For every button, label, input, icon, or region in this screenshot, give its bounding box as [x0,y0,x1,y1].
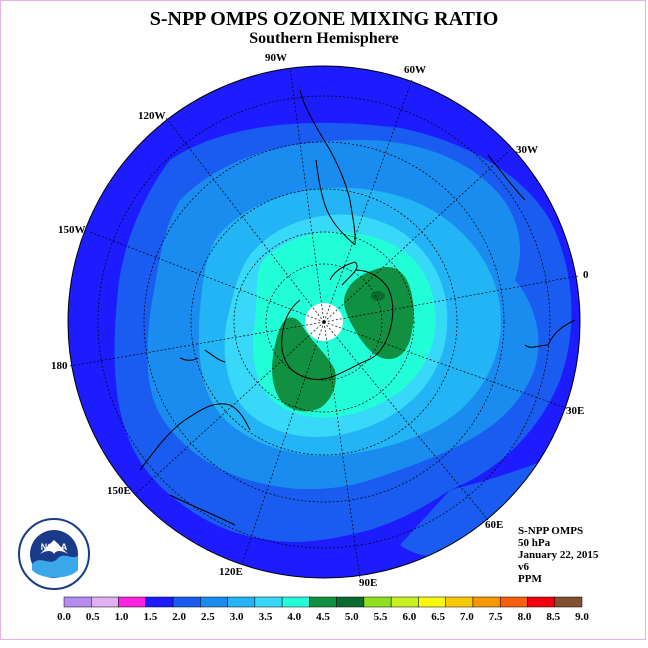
graticule [69,67,579,579]
map-boundary [67,65,581,579]
noaa-logo: NOAA [18,518,90,590]
noaa-logo-text: NOAA [41,542,68,552]
lon-label-90e: 90E [359,577,377,589]
colorbar-swatch-16 [499,596,528,608]
colorbar-swatch-14 [445,596,474,608]
lon-label-30w: 30W [516,144,538,156]
lon-label-60w: 60W [404,64,426,76]
colorbar-swatch-15 [472,596,501,608]
colorbar-swatch-9 [309,596,337,608]
coastline-south-america [299,89,356,246]
meridian-120e [241,321,325,565]
colorbar-labels: 0.0 0.5 1.0 1.5 2.0 2.5 3.0 3.5 4.0 4.5 5.0 5.5 6.0 6… [57,611,589,623]
colorbar-swatch-13 [418,596,446,608]
info-units: PPM [518,573,542,585]
colorbar-label-17: 8.5 [546,611,560,623]
latitude-circle-40s [97,95,551,549]
colorbar-label-3: 1.5 [143,611,157,623]
info-version: v6 [518,561,529,573]
coastline-australia [139,403,251,526]
latitude-circle-80s [265,263,383,381]
colorbar-label-16: 8.0 [518,611,532,623]
colorbar-swatch-1 [91,596,119,608]
meridian-180 [69,321,325,367]
coastline-antarctica [281,269,394,381]
meridian-0 [323,275,579,323]
meridian-120w [165,117,325,323]
colorbar-label-11: 5.5 [374,611,388,623]
lon-label-30e: 30E [566,405,584,417]
meridian-30w [323,147,513,323]
colorbar-label-14: 7.0 [460,611,474,623]
colorbar-label-12: 6.0 [402,611,416,623]
latitude-circle-60s [190,188,458,456]
lon-label-60e: 60E [485,519,503,531]
colorbar-swatch-18 [554,596,583,608]
colorbar-label-9: 4.5 [316,611,330,623]
colorbar-swatch-3 [145,596,174,608]
colorbar-label-2: 1.0 [115,611,129,623]
colorbar-label-4: 2.0 [172,611,186,623]
colorbar-swatch-5 [200,596,228,608]
coastlines [139,89,576,526]
map-subtitle: Southern Hemisphere [249,30,399,47]
lon-label-90w: 90W [265,52,287,64]
ozone-level-4-5-east [343,266,414,360]
meridian-150e [135,321,325,495]
latitude-circle-70s [233,231,415,413]
lon-label-120e: 120E [219,566,243,578]
info-date: January 22, 2015 [518,549,599,561]
colorbar-swatch-0 [63,596,92,608]
ozone-level-5-0 [371,291,385,301]
lon-label-0: 0 [583,269,589,281]
colorbar-label-1: 0.5 [86,611,100,623]
meridian-60e [323,321,489,521]
ozone-level-4-5-west [272,317,336,412]
coastline-antarctic-peninsula [329,261,358,286]
lon-label-150w: 150W [58,224,86,236]
colorbar-swatch-7 [254,596,283,608]
colorbar-swatch-17 [527,596,555,608]
meridian-60w [323,79,413,323]
meridians [69,67,579,579]
colorbar-swatch-10 [336,596,365,608]
colorbar-swatch-11 [363,596,392,608]
lon-label-120w: 120W [138,110,166,122]
colorbar-swatch-2 [118,596,147,608]
lon-label-150e: 150E [107,485,131,497]
colorbar-swatch-4 [172,596,201,608]
info-instrument: S-NPP OMPS [518,525,584,537]
colorbar-label-7: 3.5 [259,611,273,623]
colorbar-swatch-12 [390,596,419,608]
colorbar-swatch-6 [227,596,256,608]
meridian-90e [323,321,361,579]
colorbar-label-5: 2.5 [201,611,215,623]
coastline-africa [487,154,576,348]
lon-label-180: 180 [51,360,68,372]
colorbar-label-8: 4.0 [287,611,301,623]
colorbar-label-10: 5.0 [345,611,359,623]
meridian-90w [289,67,325,323]
latitude-circle-50s [143,141,505,503]
colorbar-label-15: 7.5 [489,611,503,623]
map-info: S-NPP OMPS 50 hPa January 22, 2015 v6 PP… [518,525,598,585]
colorbar-label-18: 9.0 [575,611,589,623]
colorbar-label-6: 3.0 [230,611,244,623]
colorbar-swatches [63,596,583,608]
meridian-150w [89,231,325,323]
colorbar-label-0: 0.0 [57,611,71,623]
map-title: S-NPP OMPS OZONE MIXING RATIO [149,8,499,30]
colorbar-swatch-8 [281,596,310,608]
colorbar-label-13: 6.5 [431,611,445,623]
info-level: 50 hPa [518,537,551,549]
